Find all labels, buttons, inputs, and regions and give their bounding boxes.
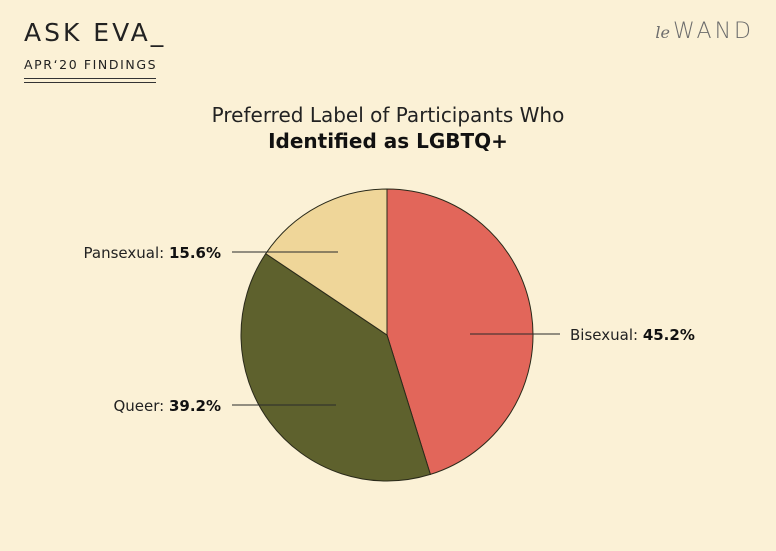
slice-label-name: Queer: [113,397,169,415]
logo-main: WAND [673,19,754,44]
slice-label-value: 39.2% [169,397,221,415]
pie-slice-queer [240,253,431,482]
slice-label-pansexual: Pansexual: 15.6% [84,244,221,262]
slice-label-value: 15.6% [169,244,221,262]
findings-subtitle-block: APR‘20 FINDINGS [24,57,156,83]
slice-label-value: 45.2% [643,326,695,344]
chart-title-line1: Preferred Label of Participants Who [211,103,565,127]
pie-slice-pansexual [265,188,388,336]
pie-slice-bisexual [386,188,534,476]
chart-title: Preferred Label of Participants Who Iden… [0,102,776,154]
slice-label-bisexual: Bisexual: 45.2% [570,326,695,344]
brand-title: ASK EVA_ [24,18,167,47]
logo-prefix: le [655,23,670,42]
findings-subtitle: APR‘20 FINDINGS [24,57,156,79]
lewand-logo: le WAND [655,19,754,44]
slice-label-queer: Queer: 39.2% [113,397,221,415]
slice-label-name: Pansexual: [84,244,169,262]
chart-title-line2: Identified as LGBTQ+ [268,129,508,153]
slice-label-name: Bisexual: [570,326,643,344]
subtitle-double-rule [24,82,156,83]
